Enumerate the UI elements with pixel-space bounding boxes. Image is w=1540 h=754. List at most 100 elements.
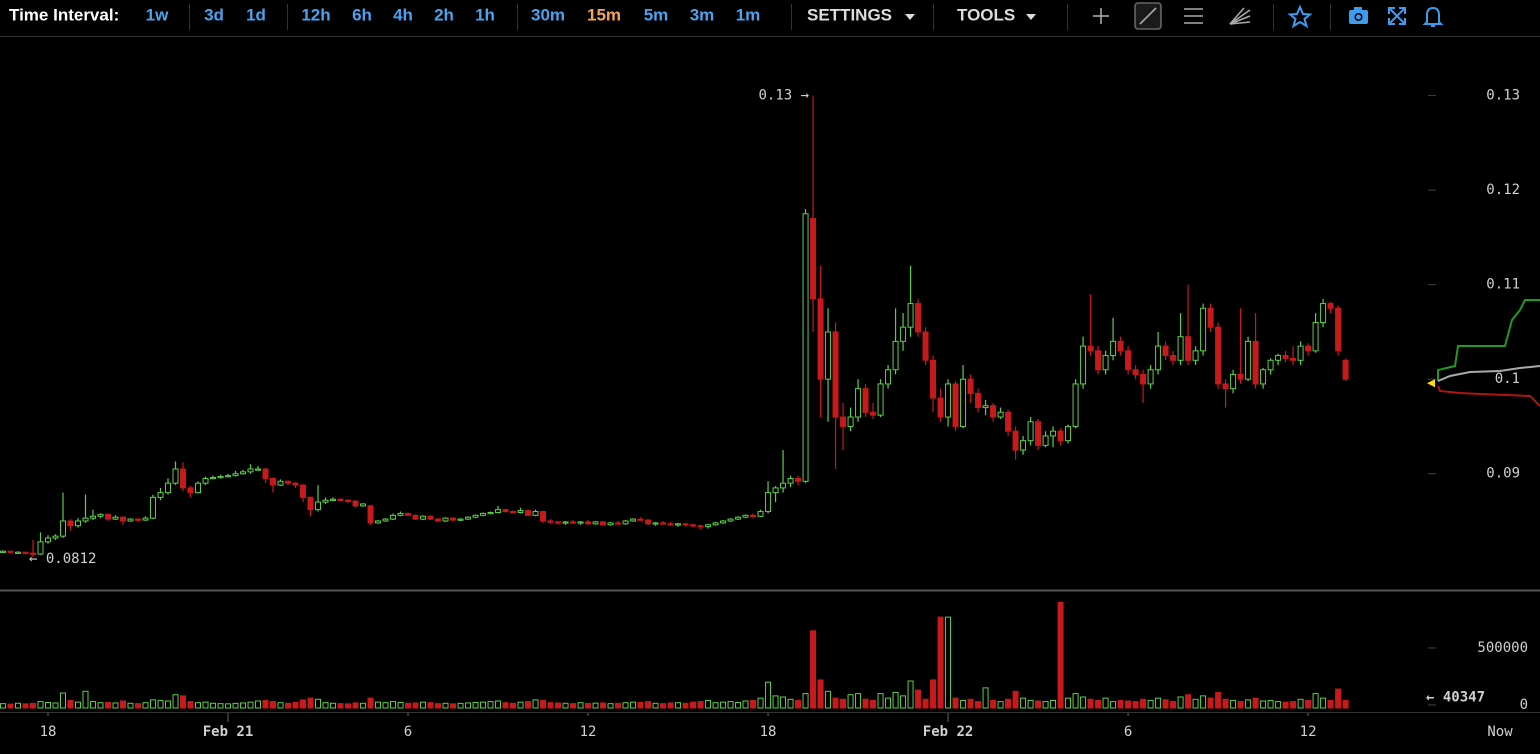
settings-menu[interactable]: SETTINGS [807,5,892,24]
volume-bar [277,702,284,709]
volume-bar [570,703,577,709]
volume-bar [232,702,239,709]
volume-bar [907,680,914,709]
y-tick-label: 0.1 [1495,371,1520,387]
interval-button[interactable]: 3m [690,5,715,24]
candle-body [30,552,37,555]
volume-bar [1110,701,1117,709]
interval-button[interactable]: 4h [393,5,413,24]
candle-body [825,331,832,380]
tools-menu[interactable]: TOOLS [957,5,1015,24]
interval-button[interactable]: 15m [587,5,621,24]
volume-bar [0,703,7,709]
last-volume-label: ← 40347 [1426,689,1485,705]
volume-bar [390,701,397,709]
candle-body [397,512,404,516]
volume-bar [525,701,532,709]
crosshair-tool[interactable] [1093,8,1109,24]
volume-bar [465,702,472,709]
candle-body [1027,421,1034,442]
volume-bar [397,701,404,709]
interval-button[interactable]: 1w [146,5,169,24]
volume-bar [217,703,224,709]
candle-body [615,522,622,525]
toolbar-separators [189,4,1331,30]
interval-button[interactable]: 1h [475,5,495,24]
volume-bar [952,697,959,709]
candle-body [457,518,464,521]
interval-button[interactable]: 12h [301,5,330,24]
volume-bar [547,702,554,709]
orderbook-indicator [1437,299,1540,407]
candle-body [1312,321,1319,352]
volume-bar [435,703,442,709]
y-tick-label: 0.12 [1486,182,1520,198]
volume-bar [982,687,989,709]
fan-tool[interactable] [1229,7,1251,25]
volume-bar [712,702,719,709]
candle-body [802,213,809,482]
interval-button[interactable]: 30m [531,5,565,24]
volume-bar [360,702,367,709]
candle-body [705,524,712,528]
volume-bar [645,701,652,709]
volume-bar [727,701,734,709]
candle-body [592,521,599,525]
candle-body [1057,430,1064,442]
plot: 0.09 0.1 0.11 0.12 0.13 0 500000 18 Feb 21 6 12 18 F… [0,88,1528,740]
volume-bar [60,692,67,709]
screenshot-button[interactable] [1349,7,1368,24]
volume-bar [735,701,742,709]
line-tool[interactable] [1134,2,1162,30]
interval-button[interactable]: 1d [246,5,266,24]
candle-body [667,523,674,526]
volume-bar [315,698,322,709]
candle-body [975,392,982,409]
hlines-tool[interactable] [1184,8,1203,24]
volume-bar [945,616,952,709]
last-price-marker [1427,379,1435,388]
interval-button[interactable]: 2h [434,5,454,24]
volume-bar [532,699,539,709]
volume-bar [82,690,89,709]
candle-body [1140,373,1147,385]
volume-bar [352,702,359,709]
volume-bar [877,693,884,709]
alert-button[interactable] [1422,6,1444,27]
candle-body [1162,345,1169,357]
volume-bar [1132,701,1139,709]
candle-body [1260,369,1267,385]
candle-body [202,477,209,484]
candle-body [637,518,644,521]
volume-bar [420,701,427,709]
volume-bar [742,700,749,709]
volume-bar [997,701,1004,709]
candle-body [1005,411,1012,432]
candle-body [270,477,277,486]
volume-bar [37,701,44,709]
volume-bar [540,699,547,709]
tools-caret [1026,14,1036,20]
volume-bar [562,702,569,709]
volume-bar [97,702,104,709]
volume-bar [1005,698,1012,709]
fullscreen-button[interactable] [1388,7,1406,25]
interval-button[interactable]: 5m [644,5,669,24]
volume-bar [892,691,899,709]
volume-bar [120,700,127,709]
volume-bar [105,701,112,709]
volume-bar [187,701,194,709]
volume-bar [705,699,712,709]
favorite-button[interactable] [1287,4,1313,29]
candle-body [1327,303,1334,309]
candle-body [135,518,142,521]
interval-button[interactable]: 3d [204,5,224,24]
interval-button[interactable]: 1m [736,5,761,24]
interval-button[interactable]: 6h [352,5,372,24]
candle-body [517,510,524,513]
candle-body [172,468,179,484]
candle-body [577,521,584,524]
candle-body [675,523,682,526]
candle-body [487,511,494,515]
candle-body [562,521,569,524]
